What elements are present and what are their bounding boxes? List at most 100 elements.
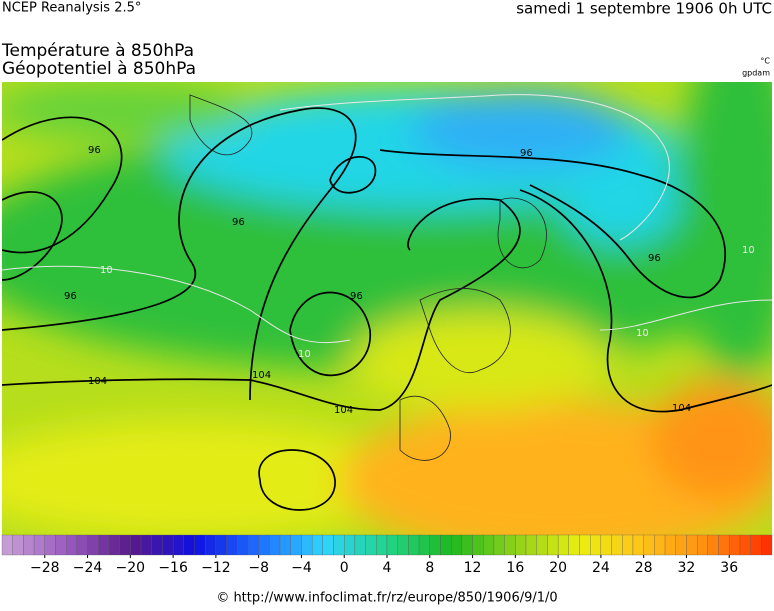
colorbar-cell: [729, 534, 741, 556]
colorbar-cell: [172, 534, 184, 556]
footer: © http://www.infoclimat.fr/rz/europe/850…: [216, 591, 557, 606]
colorbar-cell: [1, 534, 13, 556]
colorbar-cell: [590, 534, 602, 556]
colorbar-tick-label: 8: [425, 560, 434, 576]
colorbar-cell: [472, 534, 484, 556]
contour-label: 96: [88, 145, 101, 156]
map: 96 96 96 96 96 96 104 104 104 104 10 10 …: [2, 82, 772, 535]
colorbar-cell: [205, 534, 217, 556]
colorbar-cell: [643, 534, 655, 556]
colorbar-cell: [696, 534, 708, 556]
colorbar-cell: [322, 534, 334, 556]
colorbar-cell: [761, 534, 773, 556]
colorbar-cell: [87, 534, 99, 556]
colorbar-cell: [311, 534, 323, 556]
colorbar-tick-label: −4: [291, 560, 312, 576]
colorbar-cell: [515, 534, 527, 556]
contour-label: 96: [64, 291, 77, 302]
colorbar: −28 −24 −20 −16 −12 −8 −4 0 4 8 12 16 20 24 28 32 36: [1, 534, 773, 576]
colorbar-cell: [108, 534, 120, 556]
colorbar-tick-label: −12: [201, 560, 231, 576]
contour-label: 104: [672, 403, 691, 414]
colorbar-cell: [418, 534, 430, 556]
colorbar-cell: [76, 534, 88, 556]
colorbar-cell: [525, 534, 537, 556]
colorbar-cell: [600, 534, 612, 556]
colorbar-cell: [44, 534, 56, 556]
contour-label: 10: [100, 265, 113, 276]
colorbar-cell: [301, 534, 313, 556]
colorbar-cell: [408, 534, 420, 556]
colorbar-cell: [632, 534, 644, 556]
colorbar-cell: [557, 534, 569, 556]
contour-label: 104: [88, 376, 107, 387]
colorbar-cell: [440, 534, 452, 556]
colorbar-cell: [33, 534, 45, 556]
colorbar-cell: [162, 534, 174, 556]
contour-label: 96: [520, 148, 533, 159]
colorbar-cell: [750, 534, 762, 556]
colorbar-tick-label: 28: [635, 560, 653, 576]
colorbar-cell: [611, 534, 623, 556]
contour-label: 96: [648, 253, 661, 264]
colorbar-cell: [130, 534, 142, 556]
contour-label: 104: [334, 405, 353, 416]
colorbar-tick-label: 32: [678, 560, 696, 576]
colorbar-cell: [707, 534, 719, 556]
colorbar-tick-label: 24: [592, 560, 610, 576]
colorbar-cell: [654, 534, 666, 556]
colorbar-cell: [483, 534, 495, 556]
colorbar-tick-label: −28: [30, 560, 60, 576]
unit: gpdam: [742, 69, 770, 78]
colorbar-cell: [279, 534, 291, 556]
contour-label: 96: [350, 291, 363, 302]
colorbar-cell: [664, 534, 676, 556]
date: samedi 1 septembre 1906 0h UTC: [516, 0, 772, 18]
title: Température à 850hPa: [1, 41, 194, 61]
colorbar-cell: [151, 534, 163, 556]
colorbar-cell: [66, 534, 78, 556]
colorbar-cell: [675, 534, 687, 556]
colorbar-cell: [397, 534, 409, 556]
colorbar-cell: [493, 534, 505, 556]
colorbar-cell: [194, 534, 206, 556]
colorbar-cell: [536, 534, 548, 556]
colorbar-cell: [429, 534, 441, 556]
colorbar-tick-label: −16: [158, 560, 188, 576]
colorbar-tick-label: 20: [549, 560, 567, 576]
colorbar-tick-label: 36: [720, 560, 738, 576]
colorbar-tick-label: 4: [383, 560, 392, 576]
colorbar-cell: [215, 534, 227, 556]
colorbar-cell: [461, 534, 473, 556]
colorbar-cell: [333, 534, 345, 556]
title: Géopotentiel à 850hPa: [2, 59, 196, 79]
colorbar-cell: [365, 534, 377, 556]
colorbar-cell: [183, 534, 195, 556]
colorbar-cell: [247, 534, 259, 556]
colorbar-tick-label: −20: [116, 560, 146, 576]
contour-label: 10: [742, 245, 755, 256]
colorbar-cell: [269, 534, 281, 556]
colorbar-cell: [622, 534, 634, 556]
colorbar-cell: [23, 534, 35, 556]
colorbar-cell: [237, 534, 249, 556]
colorbar-cell: [226, 534, 238, 556]
colorbar-cell: [568, 534, 580, 556]
colorbar-cell: [504, 534, 516, 556]
colorbar-tick-label: 12: [464, 560, 482, 576]
colorbar-tick-label: 16: [506, 560, 524, 576]
colorbar-tick-label: 0: [340, 560, 349, 576]
colorbar-cell: [119, 534, 131, 556]
colorbar-cell: [579, 534, 591, 556]
colorbar-cell: [376, 534, 388, 556]
colorbar-cell: [344, 534, 356, 556]
colorbar-cell: [686, 534, 698, 556]
contour-label: 10: [636, 328, 649, 339]
source: NCEP Reanalysis 2.5°: [2, 1, 141, 16]
colorbar-cell: [55, 534, 67, 556]
colorbar-cell: [547, 534, 559, 556]
colorbar-cell: [451, 534, 463, 556]
colorbar-cell: [290, 534, 302, 556]
colorbar-cell: [98, 534, 110, 556]
